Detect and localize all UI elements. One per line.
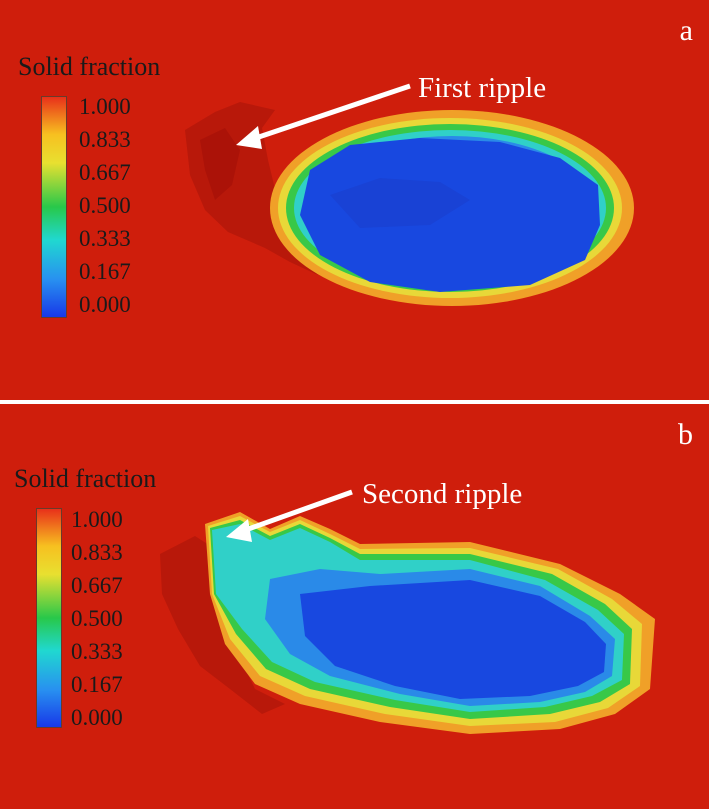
tick-label: 0.667 <box>71 573 123 598</box>
panel-a: Solid fraction 1.000 0.833 0.667 0.500 0… <box>0 0 709 400</box>
tick-label: 0.167 <box>71 672 123 697</box>
annotation-first-ripple: First ripple <box>418 72 547 104</box>
tick-label: 1.000 <box>79 94 131 119</box>
tick-label: 0.000 <box>79 292 131 317</box>
tick-label: 0.833 <box>79 127 131 152</box>
liquid-shade <box>330 178 470 228</box>
legend-title-b: Solid fraction <box>14 464 157 493</box>
tick-label: 0.500 <box>79 193 131 218</box>
colorbar-a <box>41 96 67 318</box>
tick-label: 0.500 <box>71 606 123 631</box>
tick-label: 0.833 <box>71 540 123 565</box>
tick-label: 0.667 <box>79 160 131 185</box>
annotation-arrow-a <box>236 83 411 149</box>
tick-label: 0.000 <box>71 705 123 730</box>
tick-label: 0.333 <box>71 639 123 664</box>
melt-pool-plot-b <box>0 404 709 809</box>
colorbar-b <box>36 508 62 728</box>
annotation-second-ripple: Second ripple <box>362 478 523 510</box>
legend-title-a: Solid fraction <box>18 52 161 81</box>
tick-label: 1.000 <box>71 507 123 532</box>
tick-label: 0.167 <box>79 259 131 284</box>
tick-label: 0.333 <box>79 226 131 251</box>
ripple-shadow <box>200 128 240 200</box>
panel-label-a: a <box>679 14 693 47</box>
melt-pool-plot-a <box>0 0 709 400</box>
panel-label-b: b <box>678 418 693 451</box>
liquid-core <box>300 138 600 292</box>
liquid-core-b <box>300 580 606 699</box>
panel-b: Solid fraction 1.000 0.833 0.667 0.500 0… <box>0 404 709 809</box>
annotation-arrow-b <box>226 489 353 542</box>
